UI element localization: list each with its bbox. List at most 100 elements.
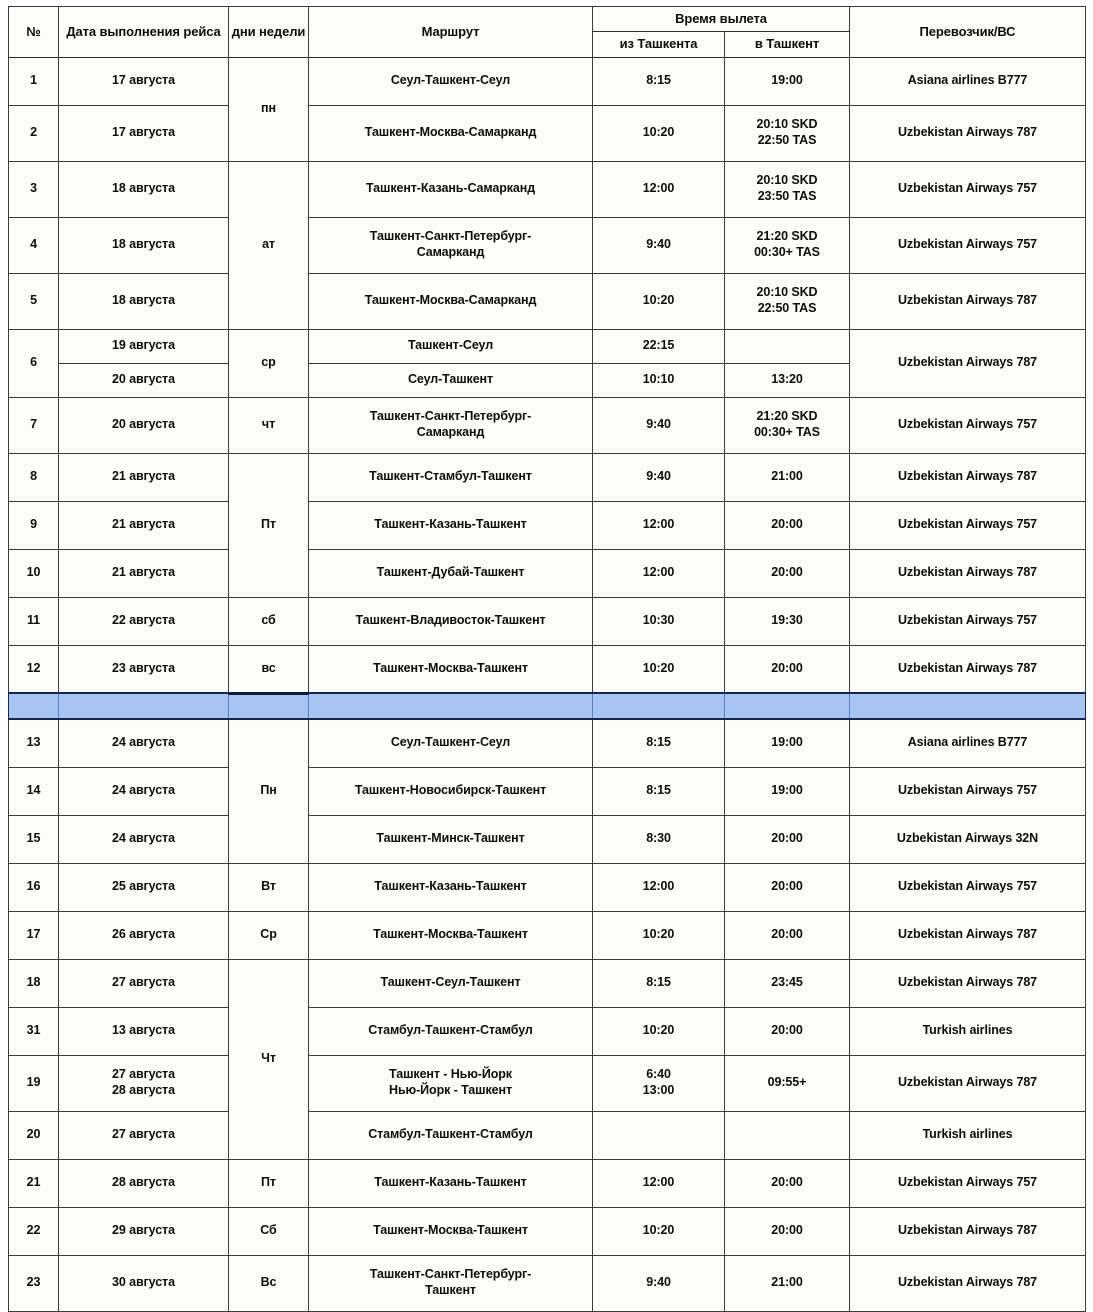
separator-cell [592, 692, 725, 720]
cell-departure-from: 12:00 [592, 548, 725, 598]
cell-num: 8 [8, 452, 59, 502]
cell-route: Ташкент-Казань-Ташкент [308, 1158, 593, 1208]
cell-num: 18 [8, 958, 59, 1008]
cell-route: Сеул-Ташкент-Сеул [308, 718, 593, 768]
cell-route: Ташкент-Новосибирск-Ташкент [308, 766, 593, 816]
cell-departure-to [724, 1110, 850, 1160]
header-row-1: № Дата выполнения рейса дни недели Маршр… [8, 5, 1086, 58]
cell-date: 17 августа [58, 56, 229, 106]
table-row: 6 19 августа ср Ташкент-Сеул 22:15 Uzbekistan… [8, 328, 1086, 398]
cell-date: 20 августа [58, 396, 229, 454]
cell-carrier: Asiana airlines B777 [849, 56, 1086, 106]
cell-route: Ташкент-Москва-Ташкент [308, 644, 593, 694]
cell-departure-to: 20:00 [724, 644, 850, 694]
cell-num: 5 [8, 272, 59, 330]
table-row: 18 27 августа Чт Ташкент-Сеул-Ташкент 8:15 23… [8, 958, 1086, 1160]
cell-departure-to [724, 328, 850, 364]
cell-departure-from: 9:40 [592, 1254, 725, 1312]
table-row: 15 24 августа Ташкент-Минск-Ташкент 8:30 20:… [8, 814, 1086, 864]
cell-departure-to: 20:00 [724, 548, 850, 598]
cell-departure-to: 20:00 [724, 1158, 850, 1208]
cell-departure-from: 9:40 [592, 216, 725, 274]
cell-dow: Ср [228, 910, 309, 960]
cell-route: Сеул-Ташкент [308, 362, 593, 398]
cell-dow: Пт [228, 452, 309, 598]
cell-num: 1 [8, 56, 59, 106]
cell-dow: вс [228, 644, 309, 694]
cell-departure-to: 21:00 [724, 1254, 850, 1312]
cell-dow: Пт [228, 1158, 309, 1208]
cell-carrier: Uzbekistan Airways 787 [849, 1206, 1086, 1256]
table-row: 8 21 августа Пт Ташкент-Стамбул-Ташкент 9:40… [8, 452, 1086, 598]
cell-departure-to: 21:20 SKD 00:30+ TAS [724, 396, 850, 454]
header-departure-time-group: Время вылета [592, 5, 850, 33]
cell-dow: Чт [228, 958, 309, 1160]
separator-row [8, 691, 1086, 720]
separator-cell [308, 692, 593, 720]
cell-route: Стамбул-Ташкент-Стамбул [308, 1110, 593, 1160]
separator-cell [228, 691, 309, 720]
table-row: 7 20 августа чт Ташкент-Санкт-Петербург- Сам… [8, 396, 1086, 454]
cell-route: Ташкент-Санкт-Петербург- Самарканд [308, 216, 593, 274]
cell-carrier: Turkish airlines [849, 1110, 1086, 1160]
table-row: 20 августа Сеул-Ташкент 10:10 13:20 [9, 362, 1086, 398]
schedule-sheet: № Дата выполнения рейса дни недели Маршр… [8, 5, 1086, 1312]
cell-date: 30 августа [58, 1254, 229, 1312]
cell-num: 9 [8, 500, 59, 550]
cell-route: Сеул-Ташкент-Сеул [308, 56, 593, 106]
cell-carrier: Uzbekistan Airways 787 [849, 644, 1086, 694]
cell-num: 20 [8, 1110, 59, 1160]
cell-carrier: Uzbekistan Airways 757 [849, 160, 1086, 218]
cell-departure-from: 6:40 13:00 [592, 1054, 725, 1112]
cell-departure-to: 19:00 [724, 718, 850, 768]
cell-departure-from: 10:10 [592, 362, 725, 398]
cell-departure-from: 8:15 [592, 56, 725, 106]
cell-date: 24 августа [58, 766, 229, 816]
cell-departure-to: 09:55+ [724, 1054, 850, 1112]
cell-route: Ташкент-Дубай-Ташкент [308, 548, 593, 598]
cell-carrier: Uzbekistan Airways 32N [849, 814, 1086, 864]
cell-date: 19 августа [58, 328, 229, 364]
cell-departure-from: 22:15 [592, 328, 725, 364]
table-row: 12 23 августа вс Ташкент-Москва-Ташкент 10:2… [8, 644, 1086, 694]
cell-departure-from: 10:20 [592, 104, 725, 162]
table-row: 2 17 августа Ташкент-Москва-Самарканд 10:20… [8, 104, 1086, 162]
cell-departure-from: 12:00 [592, 1158, 725, 1208]
cell-departure-to: 20:00 [724, 1206, 850, 1256]
header-date: Дата выполнения рейса [58, 6, 229, 58]
cell-departure-to: 19:00 [724, 56, 850, 106]
cell-date: 26 августа [58, 910, 229, 960]
cell-num: 11 [8, 596, 59, 646]
cell-num: 2 [8, 104, 59, 162]
cell-date: 18 августа [58, 272, 229, 330]
cell-date: 24 августа [58, 814, 229, 864]
cell-departure-from: 10:20 [592, 1206, 725, 1256]
cell-departure-from: 8:30 [592, 814, 725, 864]
cell-departure-to: 19:00 [724, 766, 850, 816]
table-row: 13 24 августа Пн Сеул-Ташкент-Сеул 8:15 19:00… [8, 718, 1086, 864]
cell-date: 21 августа [58, 548, 229, 598]
cell-num: 3 [8, 160, 59, 218]
cell-carrier: Uzbekistan Airways 757 [849, 766, 1086, 816]
separator-cell [8, 692, 59, 720]
cell-departure-from: 8:15 [592, 958, 725, 1008]
cell-route: Ташкент-Санкт-Петербург- Самарканд [308, 396, 593, 454]
table-row: 23 30 августа Вс Ташкент-Санкт-Петербург- Та… [8, 1254, 1086, 1312]
cell-route: Ташкент-Стамбул-Ташкент [308, 452, 593, 502]
cell-carrier: Uzbekistan Airways 757 [849, 1158, 1086, 1208]
cell-date: 21 августа [58, 500, 229, 550]
table-row: 11 22 августа сб Ташкент-Владивосток-Ташкен… [8, 596, 1086, 646]
cell-dow: ср [228, 328, 309, 398]
cell-date: 27 августа 28 августа [58, 1054, 229, 1112]
table-row: 9 21 августа Ташкент-Казань-Ташкент 12:00 20… [8, 500, 1086, 550]
cell-route: Ташкент-Москва-Самарканд [308, 272, 593, 330]
cell-departure-to: 20:10 SKD 22:50 TAS [724, 272, 850, 330]
separator-cell [724, 692, 850, 720]
cell-carrier: Uzbekistan Airways 787 [849, 1054, 1086, 1112]
cell-route: Стамбул-Ташкент-Стамбул [308, 1006, 593, 1056]
header-num: № [8, 6, 59, 58]
cell-num: 17 [8, 910, 59, 960]
cell-date: 24 августа [58, 718, 229, 768]
cell-route: Ташкент-Владивосток-Ташкент [308, 596, 593, 646]
cell-carrier: Uzbekistan Airways 787 [849, 104, 1086, 162]
